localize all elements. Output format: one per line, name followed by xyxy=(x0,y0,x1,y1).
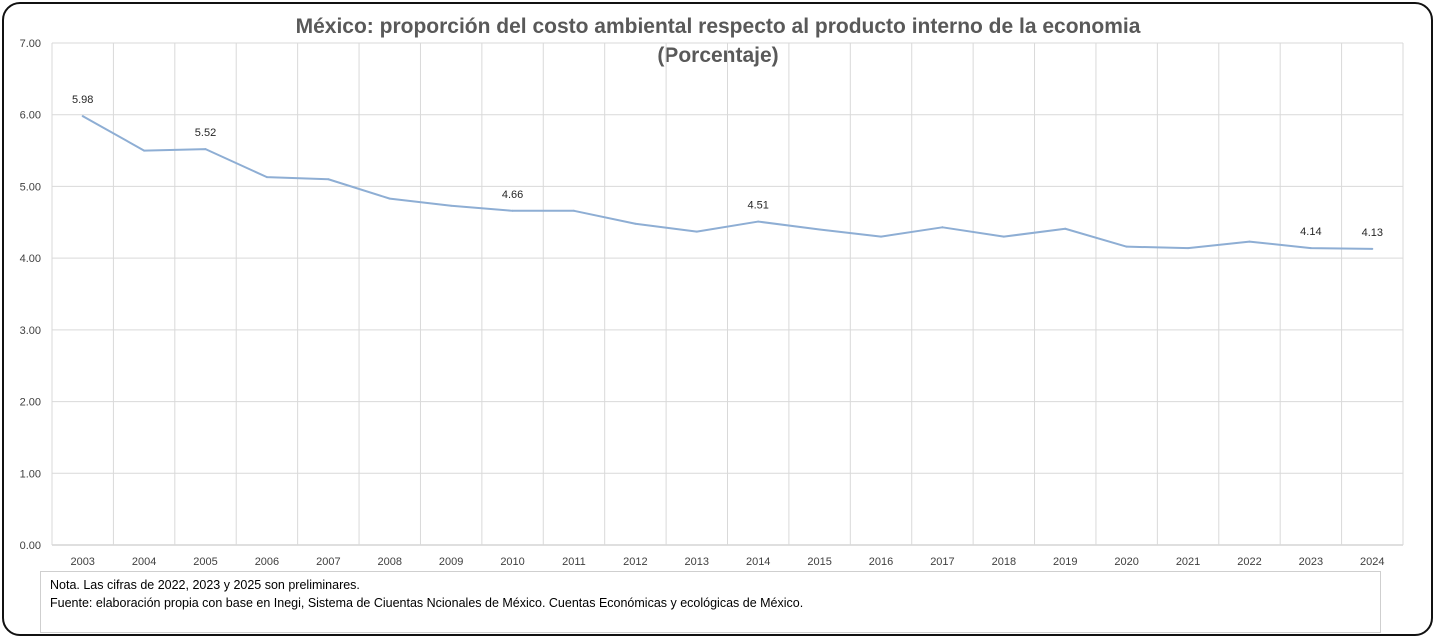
x-tick-label: 2021 xyxy=(1176,556,1200,568)
data-point xyxy=(1187,247,1190,250)
x-tick-label: 2018 xyxy=(992,556,1016,568)
y-tick-label: 0.00 xyxy=(20,540,41,552)
x-tick-label: 2007 xyxy=(316,556,340,568)
x-tick-label: 2024 xyxy=(1360,556,1384,568)
y-tick-label: 5.00 xyxy=(20,181,41,193)
notes-box: Nota. Las cifras de 2022, 2023 y 2025 so… xyxy=(40,571,1381,633)
x-tick-label: 2008 xyxy=(378,556,402,568)
data-point xyxy=(757,220,760,223)
x-tick-label: 2012 xyxy=(623,556,647,568)
data-point xyxy=(1064,227,1067,230)
note-text: Nota. Las cifras de 2022, 2023 y 2025 so… xyxy=(50,578,360,592)
data-label: 4.14 xyxy=(1300,226,1321,238)
x-tick-label: 2011 xyxy=(562,556,586,568)
x-tick-label: 2016 xyxy=(869,556,893,568)
x-tick-label: 2019 xyxy=(1053,556,1077,568)
y-tick-label: 6.00 xyxy=(20,110,41,122)
data-point xyxy=(388,197,391,200)
y-tick-label: 2.00 xyxy=(20,397,41,409)
chart-subtitle: (Porcentaje) xyxy=(657,44,779,67)
data-point xyxy=(818,228,821,231)
data-point xyxy=(572,209,575,212)
data-point xyxy=(880,235,883,238)
data-point xyxy=(204,148,207,151)
y-tick-label: 1.00 xyxy=(20,468,41,480)
data-point xyxy=(634,222,637,225)
y-tick-label: 3.00 xyxy=(20,325,41,337)
x-tick-label: 2006 xyxy=(255,556,279,568)
data-point xyxy=(450,204,453,207)
x-tick-label: 2014 xyxy=(746,556,770,568)
data-point xyxy=(1002,235,1005,238)
data-label: 5.52 xyxy=(195,127,216,139)
data-label: 5.98 xyxy=(72,94,93,106)
data-label: 4.13 xyxy=(1362,227,1383,239)
data-label: 4.51 xyxy=(747,200,768,212)
data-point xyxy=(511,209,514,212)
data-point xyxy=(941,226,944,229)
data-point xyxy=(695,230,698,233)
chart-title: México: proporción del costo ambiental r… xyxy=(295,15,1141,38)
chart-title-block: México: proporción del costo ambiental r… xyxy=(0,12,1436,70)
data-point xyxy=(1125,245,1128,248)
x-tick-label: 2010 xyxy=(500,556,524,568)
y-tick-label: 4.00 xyxy=(20,253,41,265)
data-point xyxy=(265,176,268,179)
x-tick-label: 2022 xyxy=(1237,556,1261,568)
x-tick-label: 2015 xyxy=(807,556,831,568)
x-tick-label: 2017 xyxy=(930,556,954,568)
data-point xyxy=(1371,247,1374,250)
data-point xyxy=(143,149,146,152)
x-tick-label: 2013 xyxy=(685,556,709,568)
x-tick-label: 2005 xyxy=(193,556,217,568)
series-line xyxy=(82,115,1373,250)
data-point xyxy=(327,178,330,181)
data-point xyxy=(1309,247,1312,250)
source-text: Fuente: elaboración propia con base en I… xyxy=(50,596,804,610)
data-label: 4.66 xyxy=(502,189,523,201)
x-tick-label: 2003 xyxy=(70,556,94,568)
y-tick-label: 7.00 xyxy=(20,38,41,50)
x-tick-label: 2020 xyxy=(1114,556,1138,568)
data-point xyxy=(81,115,84,118)
x-tick-label: 2004 xyxy=(132,556,156,568)
data-point xyxy=(1248,240,1251,243)
x-tick-label: 2023 xyxy=(1299,556,1323,568)
x-tick-label: 2009 xyxy=(439,556,463,568)
